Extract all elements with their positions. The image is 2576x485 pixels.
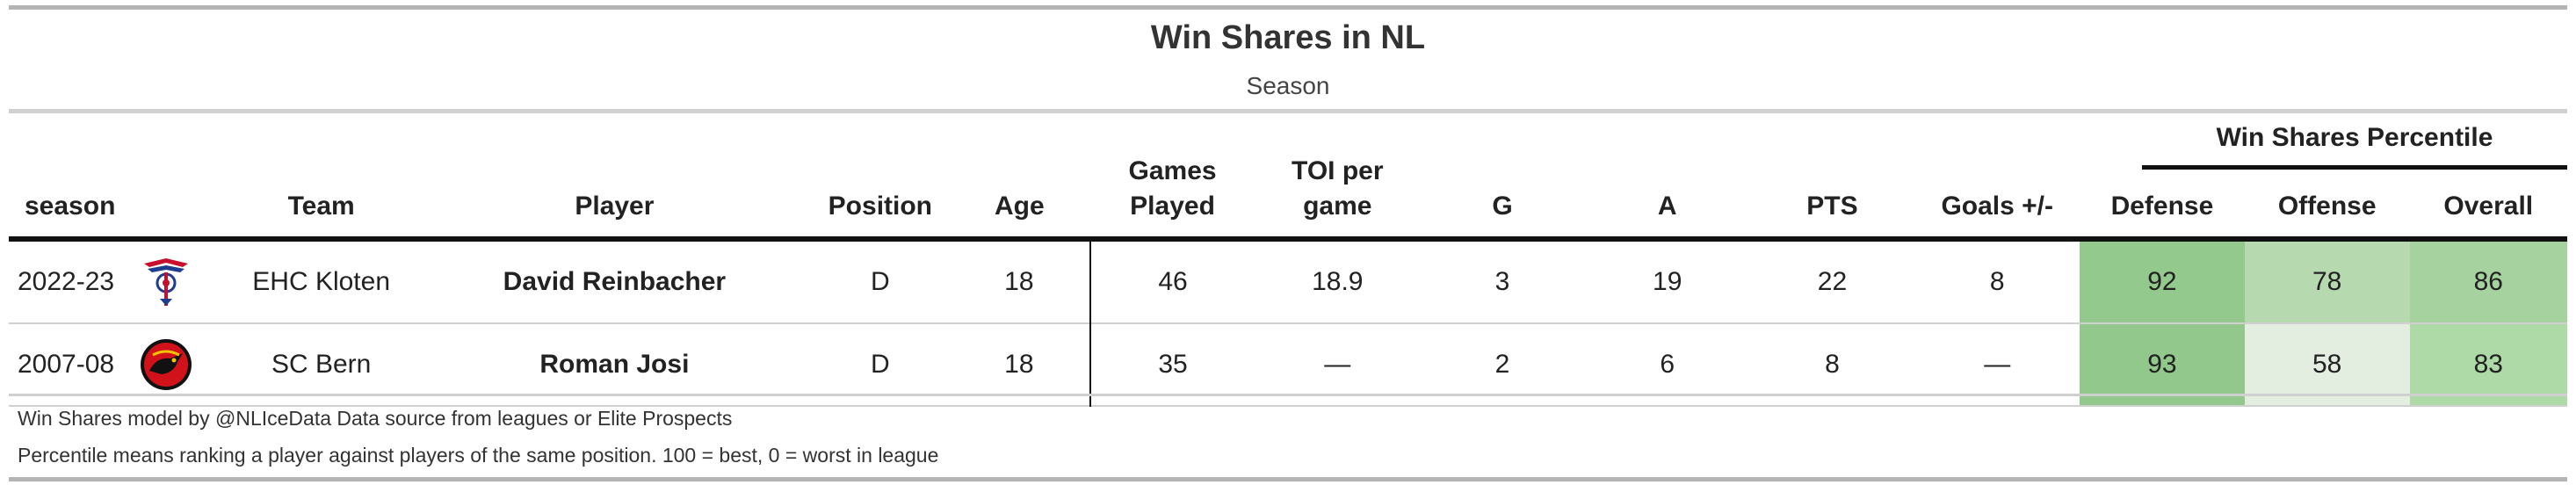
defense-percentile-cell: 92 xyxy=(2080,239,2245,323)
top-rule xyxy=(9,5,2567,10)
win-shares-table: season Team Player Position Age Games Pl… xyxy=(9,123,2567,407)
overall-percentile-cell: 86 xyxy=(2409,239,2567,323)
col-header-g: G xyxy=(1492,192,1513,221)
team-cell: EHC Kloten xyxy=(252,267,391,296)
col-header-games-played: Games Played xyxy=(1128,156,1217,221)
table-title: Win Shares in NL xyxy=(1150,19,1426,56)
percentile-spanner-line xyxy=(2142,165,2567,170)
toi-cell: — xyxy=(1324,350,1351,379)
position-cell: D xyxy=(871,350,890,379)
offense-percentile-cell: 78 xyxy=(2244,239,2410,323)
table-row: 2007-08 SC Bern Roman Josi D 18 35 xyxy=(9,323,2567,406)
col-header-team: Team xyxy=(287,192,355,221)
col-header-position: Position xyxy=(828,192,933,221)
player-cell: Roman Josi xyxy=(539,350,690,379)
age-cell: 18 xyxy=(1004,350,1034,379)
defense-percentile-cell: 93 xyxy=(2080,323,2245,406)
table-subtitle: Season xyxy=(1246,72,1330,99)
season-cell: 2007-08 xyxy=(9,323,225,406)
col-header-a: A xyxy=(1657,192,1677,221)
a-cell: 19 xyxy=(1653,267,1682,296)
col-header-offense: Offense xyxy=(2277,192,2377,221)
ehc-kloten-logo-icon xyxy=(144,258,189,306)
subtitle-rule xyxy=(9,109,2567,113)
overall-percentile-cell: 83 xyxy=(2409,323,2567,406)
col-header-pts: PTS xyxy=(1806,192,1858,221)
table-row: 2022-23 EHC Kloten David Reinbacher D xyxy=(9,239,2567,323)
plus-minus-cell: 8 xyxy=(1989,267,2005,296)
season-value: 2022-23 xyxy=(18,267,115,296)
g-cell: 2 xyxy=(1494,350,1510,379)
games-played-cell: 35 xyxy=(1089,323,1255,406)
toi-cell: 18.9 xyxy=(1312,267,1364,296)
age-cell: 18 xyxy=(1004,267,1034,296)
offense-percentile-cell: 58 xyxy=(2244,323,2410,406)
col-header-plus-minus: Goals +/- xyxy=(1941,192,2053,221)
plus-minus-cell: — xyxy=(1984,350,2011,379)
header-row: season Team Player Position Age Games Pl… xyxy=(9,123,2567,239)
percentile-spanner-label: Win Shares Percentile xyxy=(2216,123,2493,152)
sc-bern-logo-icon xyxy=(141,339,192,390)
col-header-overall: Overall xyxy=(2443,192,2534,221)
table-footnotes: Win Shares model by @NLIceData Data sour… xyxy=(9,394,2567,481)
season-value: 2007-08 xyxy=(18,350,115,379)
col-header-defense: Defense xyxy=(2110,192,2214,221)
g-cell: 3 xyxy=(1494,267,1510,296)
team-cell: SC Bern xyxy=(271,350,372,379)
col-header-season: season xyxy=(25,192,116,221)
col-header-toi: TOI per game xyxy=(1292,156,1384,221)
col-header-player: Player xyxy=(575,192,655,221)
position-cell: D xyxy=(871,267,890,296)
pts-cell: 8 xyxy=(1825,350,1840,379)
percentile-note: Percentile means ranking a player agains… xyxy=(18,444,939,467)
pts-cell: 22 xyxy=(1817,267,1848,296)
player-cell: David Reinbacher xyxy=(503,267,727,296)
source-note: Win Shares model by @NLIceData Data sour… xyxy=(18,407,733,430)
games-played-cell: 46 xyxy=(1089,239,1255,323)
season-cell: 2022-23 xyxy=(9,239,225,323)
a-cell: 6 xyxy=(1660,350,1675,379)
col-header-age: Age xyxy=(995,192,1045,221)
